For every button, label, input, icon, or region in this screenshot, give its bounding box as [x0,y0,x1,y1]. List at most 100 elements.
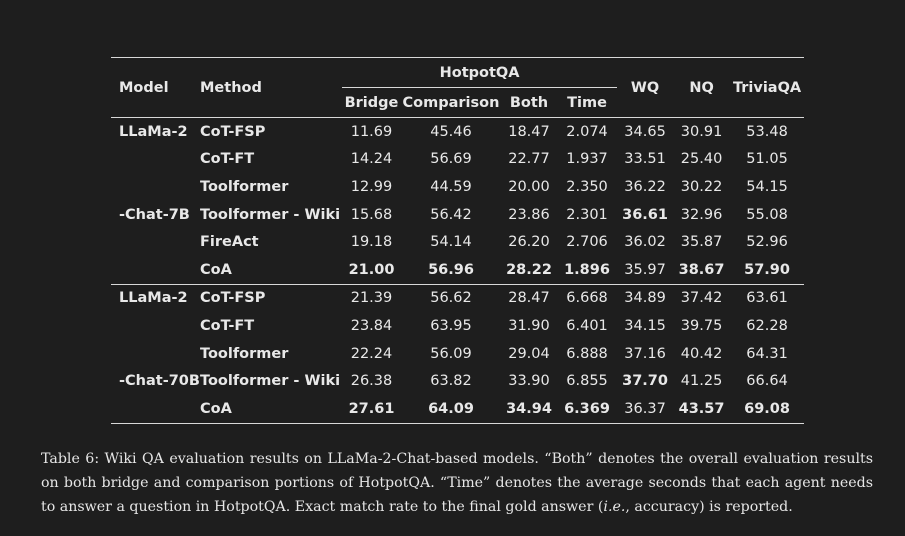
value-cell: 23.84 [350,317,393,334]
model-cell [111,146,196,174]
value-cell: 6.668 [557,283,618,313]
value-cell: 22.24 [350,345,393,362]
header-triviaqa: TriviaQA [732,79,802,96]
value-cell: 56.09 [430,345,472,362]
table-row: CoA 27.61 64.09 34.94 6.369 36.37 43.57 69.08 [111,394,805,424]
value-cell: 26.38 [350,373,393,390]
value-cell: 12.99 [350,178,393,195]
value-cell: 69.08 [730,394,805,424]
value-cell: 64.09 [401,394,501,424]
value-cell: 19.18 [350,234,393,251]
value-cell: 26.20 [508,234,550,251]
value-cell: 25.40 [680,151,723,168]
value-cell: 33.51 [624,151,666,168]
value-cell: 21.39 [342,283,401,313]
value-cell: 6.401 [566,317,608,334]
table-row: -Chat-7B Toolformer - Wiki 15.68 56.42 23.86… [111,201,804,229]
table-row: -Chat-70B Toolformer - Wiki 26.38 63.82 33.9… [111,367,804,395]
value-cell: 14.24 [350,151,393,168]
value-cell: 2.350 [566,178,608,195]
table-row: LLaMa-2 CoT-FSP 11.69 45.46 18.47 2.074 34.65 3… [111,116,805,146]
value-cell: 40.42 [680,345,723,362]
value-cell: 6.855 [566,373,608,390]
table-row: Toolformer 12.99 44.59 20.00 2.350 36.22 30.22… [111,173,804,201]
value-cell: 34.89 [617,283,674,313]
table-row: Toolformer 22.24 56.09 29.04 6.888 37.16 40.42… [111,340,804,368]
method-cell: Toolformer [200,178,289,195]
value-cell: 44.59 [430,178,472,195]
value-cell: 34.94 [501,394,557,424]
value-cell: 1.896 [564,261,610,278]
value-cell: 36.02 [624,234,666,251]
value-cell: 21.00 [348,261,395,278]
value-cell: 37.42 [673,283,731,313]
value-cell: 36.37 [617,394,674,424]
value-cell: 28.22 [506,261,552,278]
model-cell: LLaMa-2 [111,116,196,146]
table-row: CoT-FT 14.24 56.69 22.77 1.937 33.51 25.40 51.0… [111,146,804,174]
value-cell: 2.706 [566,234,608,251]
model-cell [111,340,196,368]
model-cell: -Chat-70B [119,373,200,390]
value-cell: 34.15 [624,317,666,334]
value-cell: 56.69 [430,151,472,168]
value-cell: 23.86 [508,206,550,223]
value-cell: 18.47 [501,116,557,146]
method-cell: CoT-FT [200,317,255,334]
value-cell: 41.25 [680,373,723,390]
table-row: FireAct 19.18 54.14 26.20 2.706 36.02 35.87 52.… [111,228,804,256]
results-table-container: Model Method HotpotQA WQ NQ TriviaQA Bri… [111,57,805,424]
value-cell: 62.28 [746,317,788,334]
method-cell: CoT-FT [200,151,255,168]
model-cell [111,394,196,424]
value-cell: 27.61 [342,394,401,424]
value-cell: 33.90 [508,373,550,390]
table-row: CoT-FT 23.84 63.95 31.90 6.401 34.15 39.75 62.2… [111,312,804,340]
value-cell: 36.61 [622,206,668,223]
value-cell: 1.937 [566,151,608,168]
value-cell: 15.68 [350,206,393,223]
model-cell [111,312,196,340]
value-cell: 45.46 [401,116,501,146]
value-cell: 6.369 [557,394,618,424]
method-cell: FireAct [200,234,259,251]
value-cell: 36.22 [624,178,666,195]
header-method: Method [200,79,262,96]
value-cell: 31.90 [508,317,550,334]
value-cell: 32.96 [680,206,723,223]
value-cell: 51.05 [746,151,788,168]
value-cell: 37.16 [624,345,666,362]
value-cell: 54.15 [746,178,788,195]
header-both: Both [509,94,549,111]
table-row: CoA 21.00 56.96 28.22 1.896 35.97 38.67 57.90 [111,256,804,284]
value-cell: 56.42 [430,206,472,223]
caption-ie: i.e. [603,499,626,515]
header-model: Model [119,79,169,96]
value-cell: 38.67 [678,261,725,278]
value-cell: 63.95 [430,317,472,334]
value-cell: 52.96 [746,234,788,251]
value-cell: 2.301 [566,206,608,223]
value-cell: 55.08 [746,206,788,223]
value-cell: 56.96 [428,261,474,278]
model-cell [111,256,196,284]
table-caption: Table 6: Wiki QA evaluation results on L… [41,447,873,519]
method-cell: CoA [200,261,232,278]
value-cell: 56.62 [401,283,501,313]
results-table: Model Method HotpotQA WQ NQ TriviaQA Bri… [111,57,805,424]
value-cell: 20.00 [508,178,550,195]
value-cell: 39.75 [680,317,723,334]
method-cell: CoT-FSP [196,283,342,313]
method-cell: Toolformer [200,345,289,362]
method-cell: CoT-FSP [196,116,342,146]
value-cell: 35.97 [624,261,666,278]
caption-text-end: , accuracy) is reported. [625,499,793,515]
value-cell: 22.77 [508,151,550,168]
value-cell: 64.31 [746,345,788,362]
value-cell: 43.57 [673,394,731,424]
value-cell: 66.64 [746,373,788,390]
value-cell: 30.91 [673,116,731,146]
value-cell: 2.074 [557,116,618,146]
header-wq: WQ [630,79,660,96]
model-cell [111,173,196,201]
